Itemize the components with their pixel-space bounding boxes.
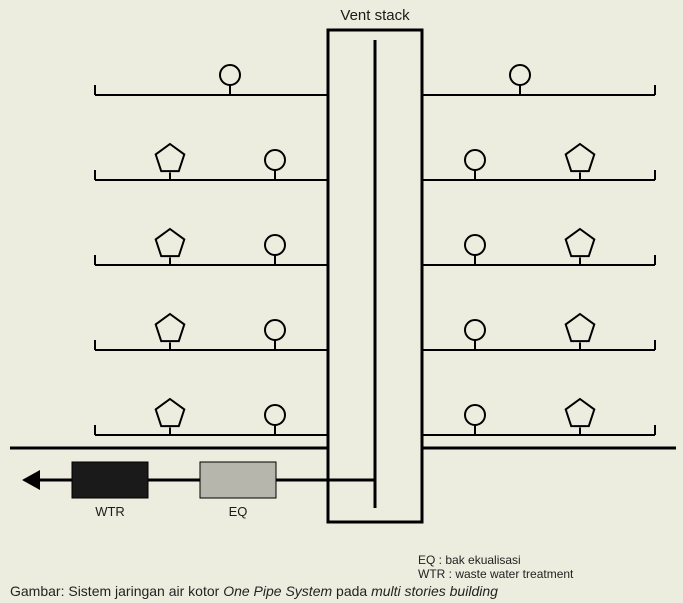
legend-wtr: WTR : waste water treatment bbox=[418, 567, 573, 581]
wtr-label: WTR bbox=[95, 504, 125, 519]
figure-caption: Gambar: Sistem jaringan air kotor One Pi… bbox=[10, 583, 498, 599]
vent-stack-label: Vent stack bbox=[340, 7, 410, 24]
diagram-svg: Vent stack WTR EQ bbox=[0, 0, 683, 560]
legend-eq: EQ : bak ekualisasi bbox=[418, 553, 521, 567]
eq-label: EQ bbox=[229, 504, 248, 519]
